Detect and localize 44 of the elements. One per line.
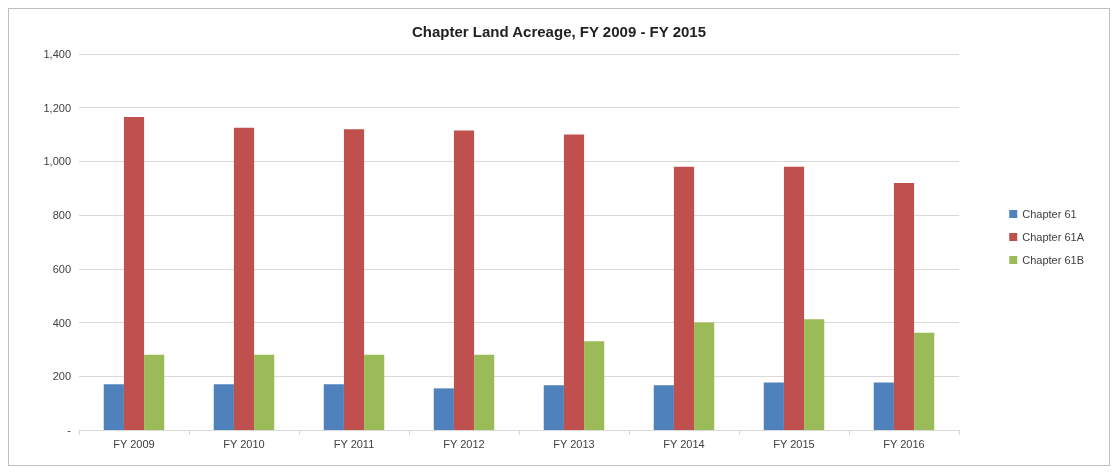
legend-label: Chapter 61A <box>1022 231 1085 243</box>
x-tick-label: FY 2011 <box>333 437 375 450</box>
y-tick-label: 600 <box>52 262 71 275</box>
bar <box>453 130 475 430</box>
bar <box>543 385 564 430</box>
x-tick-label: FY 2015 <box>773 437 815 450</box>
bar <box>343 129 365 430</box>
y-tick-label: 1,200 <box>43 101 71 114</box>
bar <box>873 382 894 430</box>
bar <box>254 354 275 430</box>
legend-label: Chapter 61B <box>1022 254 1084 266</box>
bar <box>763 382 784 430</box>
bar <box>323 384 344 430</box>
x-tick-label: FY 2014 <box>663 437 705 450</box>
x-tick-label: FY 2010 <box>223 437 265 450</box>
bar <box>233 127 255 430</box>
y-tick-label: - <box>67 424 72 436</box>
x-tick-label: FY 2009 <box>113 437 155 450</box>
bar <box>804 319 825 430</box>
y-tick-label: 1,000 <box>43 155 71 168</box>
bar <box>563 134 585 430</box>
bar <box>213 384 234 430</box>
bar <box>584 341 605 430</box>
legend-label: Chapter 61 <box>1022 208 1077 220</box>
bar <box>123 117 145 430</box>
bar <box>433 388 454 430</box>
x-tick-label: FY 2012 <box>443 437 485 450</box>
bar <box>893 182 915 430</box>
y-tick-label: 1,400 <box>43 48 71 60</box>
bar <box>914 332 935 430</box>
bar <box>103 384 124 430</box>
bar <box>653 385 674 430</box>
bar <box>144 354 165 430</box>
chart-title: Chapter Land Acreage, FY 2009 - FY 2015 <box>411 23 707 40</box>
bar <box>364 354 385 430</box>
bar <box>474 354 495 430</box>
y-tick-label: 800 <box>52 209 71 222</box>
y-tick-label: 400 <box>52 316 71 329</box>
x-tick-label: FY 2016 <box>883 437 925 450</box>
bar <box>673 166 695 430</box>
y-tick-label: 200 <box>52 370 71 383</box>
bar <box>694 322 715 430</box>
bar <box>783 166 805 430</box>
x-tick-label: FY 2013 <box>553 437 595 450</box>
